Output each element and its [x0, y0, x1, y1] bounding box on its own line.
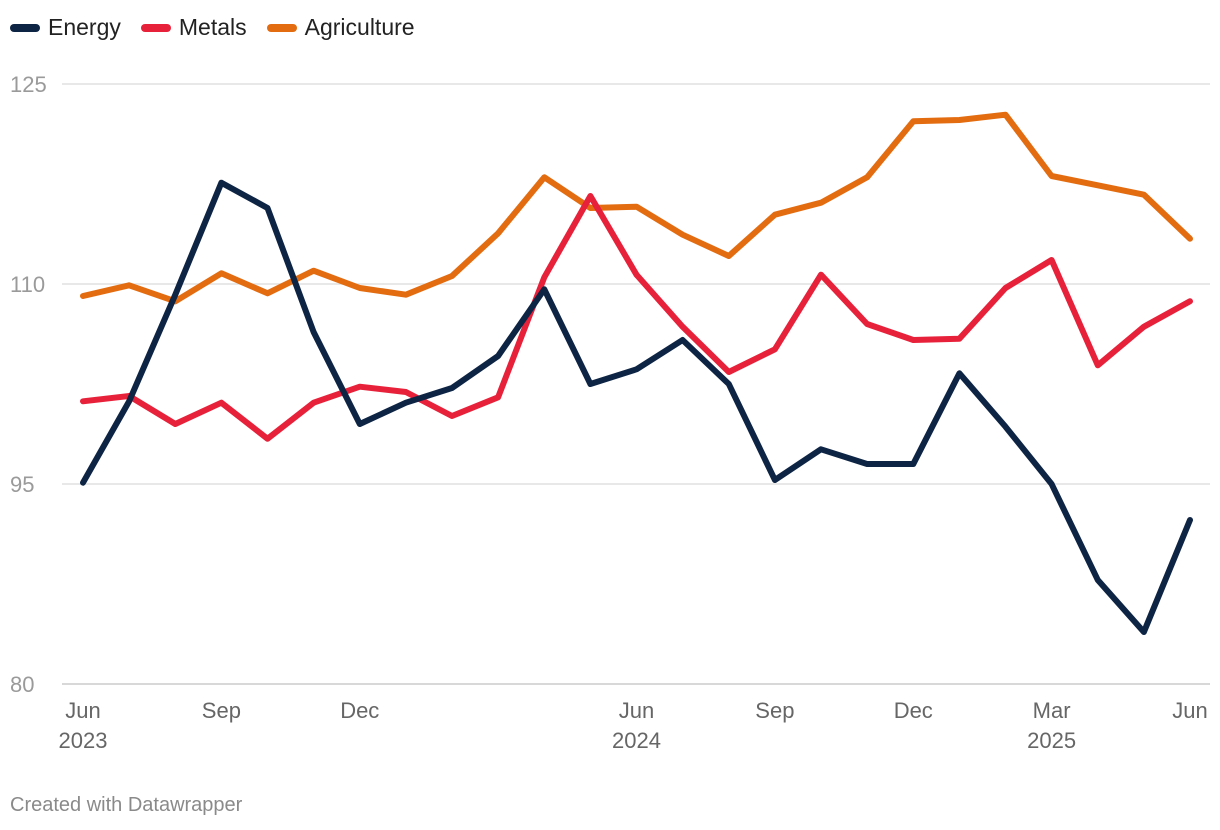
- legend-swatch-agriculture: [266, 23, 297, 32]
- legend-item-agriculture: Agriculture: [266, 14, 415, 41]
- series-line-agriculture: [80, 111, 1193, 305]
- x-tick-year-label: 2025: [1027, 728, 1076, 753]
- x-tick-label: Sep: [202, 698, 241, 723]
- legend-label-agriculture: Agriculture: [304, 14, 415, 40]
- series-line-energy: [80, 179, 1193, 635]
- chart-legend: Energy Metals Agriculture: [10, 14, 415, 41]
- y-tick-label: 80: [10, 672, 34, 697]
- legend-label-metals: Metals: [178, 14, 247, 40]
- x-tick-label: Sep: [755, 698, 794, 723]
- x-tick-label: Jun: [65, 698, 100, 723]
- gridlines: [62, 83, 1210, 685]
- y-tick-label: 125: [10, 72, 47, 97]
- x-tick-label: Dec: [894, 698, 933, 723]
- x-tick-label: Dec: [340, 698, 379, 723]
- series-line-metals: [80, 193, 1193, 442]
- series-lines: [80, 111, 1193, 635]
- y-tick-label: 110: [10, 272, 45, 297]
- legend-swatch-metals: [140, 23, 171, 32]
- x-tick-year-label: 2023: [59, 728, 108, 753]
- x-tick-label: Jun: [619, 698, 654, 723]
- x-axis-ticks: Jun 2023 Sep Dec Jun 2024 Sep Dec Mar 2025 Jun: [59, 698, 1208, 753]
- y-tick-label: 95: [10, 472, 34, 497]
- legend-item-energy: Energy: [10, 14, 121, 41]
- legend-swatch-energy: [10, 23, 40, 32]
- y-axis-ticks: 80 95 110 125: [10, 72, 47, 697]
- legend-label-energy: Energy: [48, 14, 121, 40]
- footer-credit: Created with Datawrapper: [10, 794, 243, 816]
- legend-item-metals: Metals: [140, 14, 247, 41]
- x-tick-label: Mar: [1033, 698, 1071, 723]
- x-tick-label: Jun: [1172, 698, 1207, 723]
- x-tick-year-label: 2024: [612, 728, 661, 753]
